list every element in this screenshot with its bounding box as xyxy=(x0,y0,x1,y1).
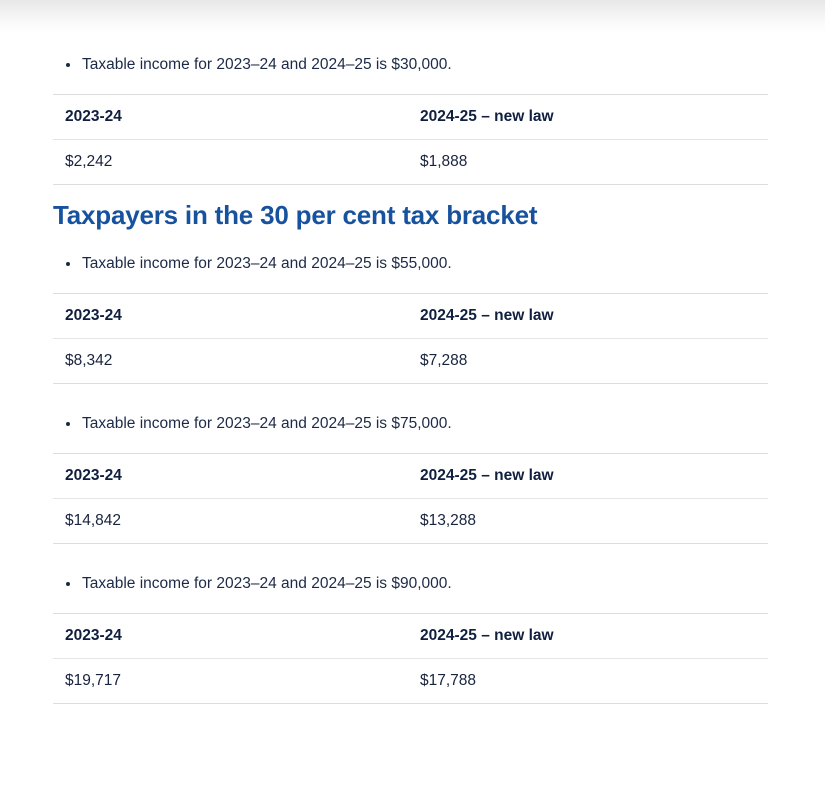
table-header-row: 2023-24 2024-25 – new law xyxy=(53,453,768,499)
table-row: $19,717 $17,788 xyxy=(53,658,768,704)
column-header-2024-25-new-law: 2024-25 – new law xyxy=(408,613,768,659)
table-header-row: 2023-24 2024-25 – new law xyxy=(53,94,768,140)
column-header-2023-24: 2023-24 xyxy=(53,293,408,339)
cell-tax-2024-25: $17,788 xyxy=(408,658,768,704)
list-item-label: Taxable income for 2023–24 and 2024–25 i… xyxy=(82,575,452,592)
bullet-list: Taxable income for 2023–24 and 2024–25 i… xyxy=(53,54,768,76)
bullet-list: Taxable income for 2023–24 and 2024–25 i… xyxy=(53,253,768,275)
bullet-group: Taxable income for 2023–24 and 2024–25 i… xyxy=(53,544,768,704)
bullet-group: Taxable income for 2023–24 and 2024–25 i… xyxy=(53,384,768,544)
table-row: $2,242 $1,888 xyxy=(53,139,768,185)
column-header-2023-24: 2023-24 xyxy=(53,613,408,659)
table-header-row: 2023-24 2024-25 – new law xyxy=(53,613,768,659)
table-row: $14,842 $13,288 xyxy=(53,498,768,544)
bullet-group: Taxable income for 2023–24 and 2024–25 i… xyxy=(53,32,768,199)
bullet-group: Taxable income for 2023–24 and 2024–25 i… xyxy=(53,231,768,384)
bullet-list: Taxable income for 2023–24 and 2024–25 i… xyxy=(53,573,768,595)
column-header-2024-25-new-law: 2024-25 – new law xyxy=(408,293,768,339)
cell-tax-2023-24: $19,717 xyxy=(53,658,408,704)
spacer xyxy=(53,185,768,199)
bullet-dot-icon xyxy=(66,262,70,266)
bullet-dot-icon xyxy=(66,422,70,426)
section-30-per-cent: Taxpayers in the 30 per cent tax bracket… xyxy=(53,199,768,704)
column-header-2023-24: 2023-24 xyxy=(53,94,408,140)
list-item: Taxable income for 2023–24 and 2024–25 i… xyxy=(53,253,768,275)
comparison-table: 2023-24 2024-25 – new law $8,342 $7,288 xyxy=(53,293,768,384)
comparison-table: 2023-24 2024-25 – new law $14,842 $13,28… xyxy=(53,453,768,544)
table-header-row: 2023-24 2024-25 – new law xyxy=(53,293,768,339)
cell-tax-2024-25: $7,288 xyxy=(408,338,768,384)
cell-tax-2024-25: $1,888 xyxy=(408,139,768,185)
bullet-list: Taxable income for 2023–24 and 2024–25 i… xyxy=(53,413,768,435)
list-item-label: Taxable income for 2023–24 and 2024–25 i… xyxy=(82,255,452,272)
bullet-dot-icon xyxy=(66,582,70,586)
list-item-label: Taxable income for 2023–24 and 2024–25 i… xyxy=(82,56,452,73)
page-title: Taxpayers in the 30 per cent tax bracket xyxy=(53,200,538,230)
list-item-label: Taxable income for 2023–24 and 2024–25 i… xyxy=(82,415,452,432)
column-header-2024-25-new-law: 2024-25 – new law xyxy=(408,453,768,499)
bullet-dot-icon xyxy=(66,63,70,67)
section-16-per-cent: Taxpayers in the 16 per cent tax bracket… xyxy=(53,0,768,199)
column-header-2024-25-new-law: 2024-25 – new law xyxy=(408,94,768,140)
page-title: Taxpayers in the 16 per cent tax bracket xyxy=(53,1,538,31)
list-item: Taxable income for 2023–24 and 2024–25 i… xyxy=(53,573,768,595)
list-item: Taxable income for 2023–24 and 2024–25 i… xyxy=(53,54,768,76)
table-row: $8,342 $7,288 xyxy=(53,338,768,384)
column-header-2023-24: 2023-24 xyxy=(53,453,408,499)
cell-tax-2023-24: $2,242 xyxy=(53,139,408,185)
cell-tax-2023-24: $14,842 xyxy=(53,498,408,544)
list-item: Taxable income for 2023–24 and 2024–25 i… xyxy=(53,413,768,435)
comparison-table: 2023-24 2024-25 – new law $19,717 $17,78… xyxy=(53,613,768,704)
cell-tax-2024-25: $13,288 xyxy=(408,498,768,544)
cell-tax-2023-24: $8,342 xyxy=(53,338,408,384)
document-content: Taxpayers in the 16 per cent tax bracket… xyxy=(53,0,768,704)
comparison-table: 2023-24 2024-25 – new law $2,242 $1,888 xyxy=(53,94,768,185)
